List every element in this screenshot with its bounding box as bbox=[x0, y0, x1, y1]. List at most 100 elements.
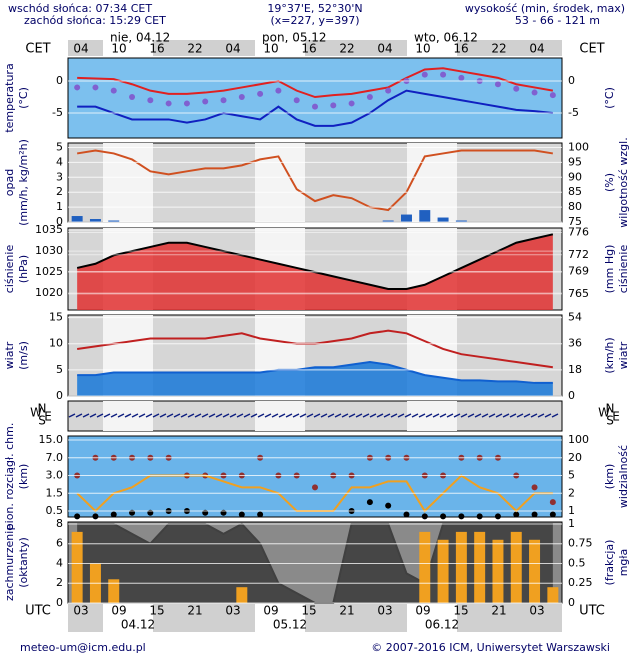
bottom-day: 06.12 bbox=[425, 618, 459, 632]
wind-arrow bbox=[285, 413, 293, 418]
top-hour: 10 bbox=[111, 42, 126, 56]
bar bbox=[455, 220, 467, 222]
tick-label: 85 bbox=[568, 185, 582, 198]
wind-arrow bbox=[194, 413, 202, 418]
wind-arrow bbox=[523, 413, 531, 418]
bar bbox=[474, 531, 486, 603]
y-axis-label: temperatura bbox=[3, 63, 16, 132]
dot bbox=[403, 511, 410, 518]
tick-label: 0 bbox=[56, 74, 63, 87]
y-axis-label: (oktanty) bbox=[17, 537, 30, 588]
tick-label: 1.5 bbox=[46, 486, 64, 499]
wind-arrow bbox=[68, 413, 76, 418]
tick-label: 0 bbox=[568, 389, 575, 402]
wind-arrow bbox=[425, 413, 433, 418]
tick-label: 769 bbox=[568, 265, 589, 278]
tick-label: 7.0 bbox=[46, 451, 64, 464]
y-axis-label: (hPa) bbox=[17, 255, 30, 283]
night-band bbox=[68, 604, 103, 632]
wind-arrow bbox=[439, 413, 447, 418]
bottom-hour: 21 bbox=[339, 604, 354, 618]
tick-label: 8 bbox=[56, 517, 63, 530]
y2-axis-label: (km/h) bbox=[603, 337, 616, 373]
night-band bbox=[305, 604, 407, 632]
bottom-zone: UTC bbox=[579, 604, 605, 619]
dot bbox=[513, 511, 520, 518]
wind-arrow bbox=[159, 413, 167, 418]
wind-arrow bbox=[110, 413, 118, 418]
bottom-hour: 15 bbox=[453, 604, 468, 618]
bottom-hour: 15 bbox=[149, 604, 164, 618]
bar bbox=[455, 531, 467, 603]
wind-arrow bbox=[453, 413, 461, 418]
y-axis-label: (km) bbox=[17, 464, 30, 490]
top-day: nie, 04.12 bbox=[110, 31, 170, 45]
wind-arrow bbox=[292, 413, 300, 418]
night-band bbox=[457, 40, 562, 56]
wind-arrow bbox=[222, 413, 230, 418]
wind-arrow bbox=[383, 413, 391, 418]
dot bbox=[183, 100, 190, 107]
y-axis-label: pion. rozciągł. chm. bbox=[3, 423, 16, 531]
wind-arrow bbox=[138, 413, 146, 418]
dot bbox=[147, 97, 154, 104]
night-band bbox=[68, 40, 103, 56]
tick-label: 0 bbox=[568, 74, 575, 87]
tick-label: 6 bbox=[56, 537, 63, 550]
tick-label: 15.0 bbox=[39, 433, 64, 446]
dot bbox=[549, 511, 556, 518]
bar bbox=[419, 531, 431, 603]
wind-arrow bbox=[75, 413, 83, 418]
dot bbox=[366, 94, 373, 101]
wind-arrow bbox=[369, 413, 377, 418]
wind-arrow bbox=[460, 413, 468, 418]
wind-arrow bbox=[362, 413, 370, 418]
wind-arrow bbox=[145, 413, 153, 418]
dot bbox=[202, 98, 209, 105]
wind-arrow bbox=[397, 413, 405, 418]
coords: 19°37'E, 52°30'N bbox=[267, 2, 362, 15]
tick-label: 10 bbox=[49, 337, 63, 350]
tick-label: 776 bbox=[568, 225, 589, 238]
line bbox=[76, 149, 554, 212]
dot bbox=[458, 74, 465, 81]
y2-axis-label: wiatr bbox=[617, 341, 630, 369]
tick-label: 0.75 bbox=[568, 537, 593, 550]
compass-label: W bbox=[30, 406, 42, 420]
top-hour: 22 bbox=[187, 42, 202, 56]
tick-label: 36 bbox=[568, 337, 582, 350]
panel-bg bbox=[67, 435, 563, 518]
y2-axis-label: (mm Hg) bbox=[603, 245, 616, 294]
bar bbox=[547, 587, 559, 603]
dot bbox=[238, 94, 245, 101]
wind-arrow bbox=[467, 413, 475, 418]
wind-arrow bbox=[355, 413, 363, 418]
bar bbox=[71, 531, 83, 603]
top-hour: 22 bbox=[491, 42, 506, 56]
wind-arrow bbox=[516, 413, 524, 418]
dot bbox=[293, 97, 300, 104]
tick-label: 1 bbox=[56, 200, 63, 213]
y2-axis-label: (%) bbox=[603, 173, 616, 192]
day-band bbox=[255, 143, 305, 222]
wind-arrow bbox=[271, 413, 279, 418]
compass-label: W bbox=[598, 406, 610, 420]
bar bbox=[437, 217, 449, 222]
bottom-hour: 21 bbox=[491, 604, 506, 618]
night-band bbox=[153, 604, 255, 632]
y2-axis-label: mgła bbox=[617, 549, 630, 577]
wind-arrow bbox=[446, 413, 454, 418]
wind-arrow bbox=[103, 413, 111, 418]
wind-arrow bbox=[131, 413, 139, 418]
wind-arrow bbox=[551, 413, 559, 418]
wind-arrow bbox=[544, 413, 552, 418]
bar bbox=[108, 220, 120, 222]
top-hour: 04 bbox=[73, 42, 88, 56]
dot bbox=[257, 511, 264, 518]
wind-arrow bbox=[208, 413, 216, 418]
top-hour: 04 bbox=[529, 42, 544, 56]
tick-label: 5 bbox=[56, 363, 63, 376]
tick-label: 90 bbox=[568, 170, 582, 183]
copyright: © 2007-2016 ICM, Uniwersytet Warszawski bbox=[371, 641, 610, 654]
wind-arrow bbox=[257, 413, 265, 418]
